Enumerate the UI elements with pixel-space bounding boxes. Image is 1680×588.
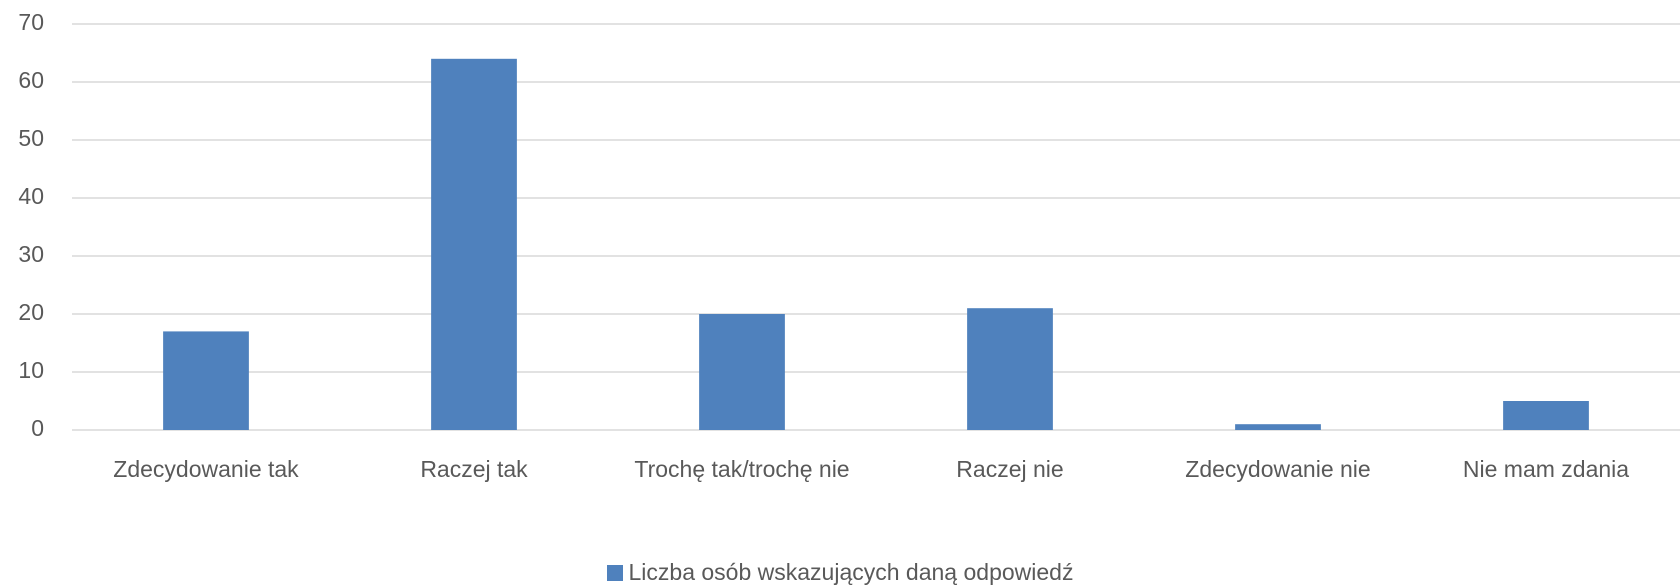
bar xyxy=(699,314,785,430)
x-tick-label: Zdecydowanie tak xyxy=(113,456,299,482)
bar xyxy=(967,308,1053,430)
legend-label: Liczba osób wskazujących daną odpowiedź xyxy=(628,559,1074,585)
y-tick-label: 50 xyxy=(18,125,44,151)
bar xyxy=(163,331,249,430)
y-tick-label: 40 xyxy=(18,183,44,209)
x-tick-label: Nie mam zdania xyxy=(1462,456,1630,482)
x-tick-label: Raczej tak xyxy=(420,456,528,482)
y-tick-label: 20 xyxy=(18,299,44,325)
bar xyxy=(1235,424,1321,430)
y-tick-label: 60 xyxy=(18,67,44,93)
y-tick-label: 30 xyxy=(18,241,44,267)
y-tick-label: 70 xyxy=(18,9,44,35)
x-tick-label: Trochę tak/trochę nie xyxy=(634,456,850,482)
y-tick-label: 10 xyxy=(18,357,44,383)
bar xyxy=(1503,401,1589,430)
bar xyxy=(431,58,517,431)
x-tick-label: Raczej nie xyxy=(956,456,1064,482)
legend: Liczba osób wskazujących daną odpowiedź xyxy=(0,556,1680,588)
legend-swatch xyxy=(606,565,623,581)
y-tick-label: 0 xyxy=(31,415,44,441)
x-tick-label: Zdecydowanie nie xyxy=(1185,456,1371,482)
